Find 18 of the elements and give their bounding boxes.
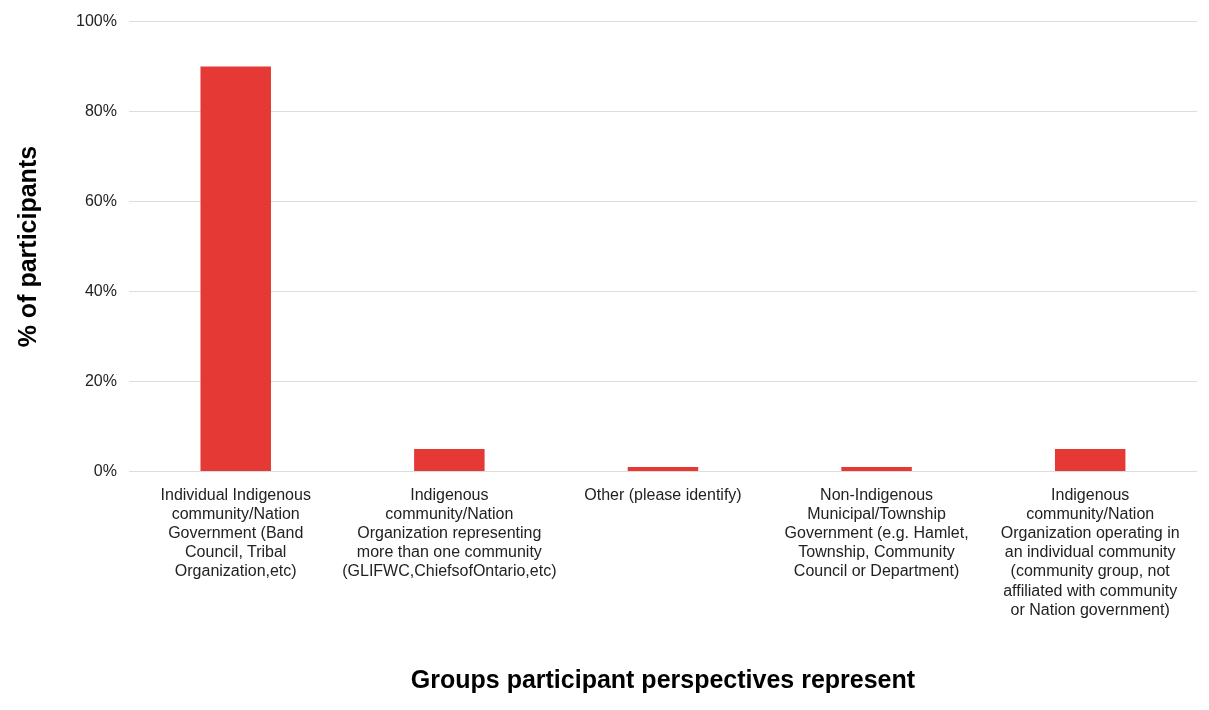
bar [1054,449,1126,472]
x-tick-label: Indigenous community/Nation Organization operating in an individual community (community group, not affiliated with community or Nation government) [1000,485,1180,618]
y-tick-label: 80% [84,102,117,120]
y-axis-title: % of participants [12,145,41,348]
bar [627,467,699,472]
x-tick-label: Other (please identify) [584,485,742,503]
bar [841,467,912,472]
x-tick-label: Non-Indigenous Municipal/Township Government (e.g. Hamlet, Township, Community Council or Department) [784,485,969,580]
y-tick-label: 0% [93,462,117,480]
x-axis-title: Groups participant perspectives represent [410,664,916,693]
y-tick-label: 100% [76,12,117,30]
y-tick-label: 60% [84,192,117,210]
x-tick-label: Individual Indigenous community/Nation Government (Band Council, Tribal Organization,etc) [160,485,311,580]
x-tick-label: Indigenous community/Nation Organization representing more than one community (GLIFWC,ChiefsofOntario,etc) [342,485,557,580]
bar [200,66,271,472]
y-tick-label: 40% [84,282,117,300]
bar [414,449,485,472]
y-tick-label: 20% [84,372,117,390]
